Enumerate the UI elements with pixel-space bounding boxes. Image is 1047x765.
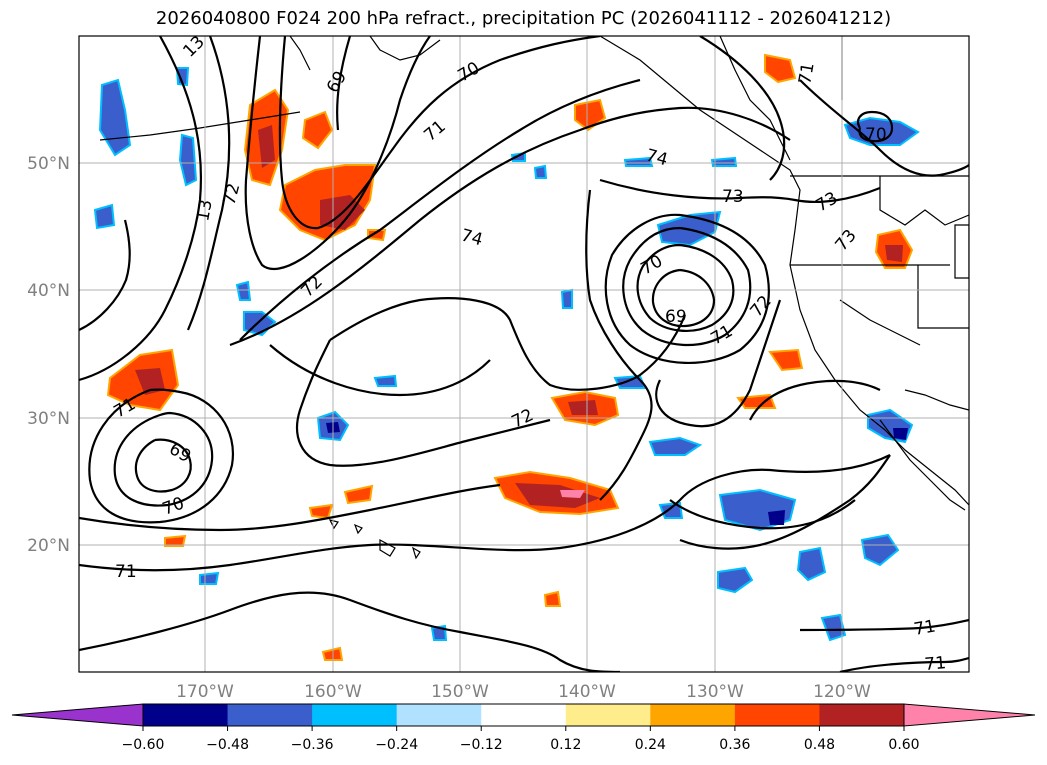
- colorbar-min-extend: [11, 703, 144, 727]
- lat-tick-label: 30°N: [27, 409, 70, 429]
- colorbar: −0.60 −0.48 −0.36 −0.24 −0.12 0.12 0.24 0.36 0.4…: [11, 703, 1036, 753]
- contour-label: 71: [115, 562, 137, 582]
- colorbar-max-extend: [903, 703, 1036, 727]
- coastlines: [99, 36, 969, 560]
- lon-tick-label: 130°W: [686, 682, 744, 702]
- contour-label: 72: [747, 292, 776, 321]
- lat-tick-label: 50°N: [27, 154, 70, 174]
- contour-label: 71: [924, 653, 947, 675]
- lat-tick-label: 20°N: [27, 536, 70, 556]
- colorbar-swatch: [565, 704, 651, 726]
- contour-label: 71: [912, 616, 937, 639]
- contour-label: 70: [865, 125, 887, 145]
- colorbar-swatch: [734, 704, 820, 726]
- lon-tick-label: 170°W: [176, 682, 234, 702]
- contour-label: 69: [665, 307, 687, 327]
- colorbar-tick-label: −0.36: [291, 737, 334, 753]
- colorbar-tick-label: −0.60: [122, 737, 165, 753]
- colorbar-tick-label: −0.24: [375, 737, 418, 753]
- contour-labels: 71 70 69 69 70 71 72 73 74 72 70 69 71 7…: [111, 36, 947, 675]
- colorbar-tick-label: 0.60: [888, 737, 919, 753]
- lon-tick-label: 120°W: [813, 682, 871, 702]
- colorbar-tick-label: −0.12: [460, 737, 503, 753]
- contour-label: 70: [638, 251, 667, 279]
- contour-label: 73: [832, 226, 861, 255]
- contour-label: 69: [323, 68, 351, 97]
- lon-tick-label: 150°W: [431, 682, 489, 702]
- contour-label: 73: [813, 188, 842, 216]
- colorbar-swatch: [143, 704, 229, 726]
- contour-label: 73: [722, 187, 744, 207]
- lon-tick-labels: 170°W 160°W 150°W 140°W 130°W 120°W: [176, 682, 871, 702]
- colorbar-tick-label: −0.48: [206, 737, 249, 753]
- contour-lines: [79, 36, 969, 672]
- colorbar-swatch: [650, 704, 736, 726]
- colorbar-tick-label: 0.24: [635, 737, 666, 753]
- map-title: 2026040800 F024 200 hPa refract., precip…: [155, 8, 892, 29]
- colorbar-swatch: [396, 704, 482, 726]
- colorbar-swatch: [481, 704, 567, 726]
- contour-label: 74: [459, 226, 485, 251]
- contour-label: 72: [220, 181, 245, 207]
- lon-tick-label: 140°W: [558, 682, 616, 702]
- contour-label: 71: [795, 61, 818, 86]
- colorbar-tick-label: 0.48: [804, 737, 835, 753]
- colorbar-swatch: [227, 704, 313, 726]
- colorbar-tick-label: 0.12: [550, 737, 581, 753]
- contour-label: 13: [193, 198, 216, 223]
- precip-negative-areas: [93, 67, 920, 642]
- colorbar-tick-label: 0.36: [719, 737, 750, 753]
- gridlines: [79, 36, 969, 672]
- map-area: 71 70 69 69 70 71 72 73 74 72 70 69 71 7…: [79, 36, 969, 675]
- contour-label: 71: [420, 117, 449, 146]
- map-frame: [78, 35, 970, 673]
- colorbar-frame: [142, 703, 905, 727]
- lat-tick-labels: 50°N 40°N 30°N 20°N: [27, 154, 70, 556]
- lon-tick-label: 160°W: [304, 682, 362, 702]
- colorbar-swatch: [819, 704, 905, 726]
- colorbar-swatch: [312, 704, 398, 726]
- contour-label: 70: [160, 494, 187, 520]
- lat-tick-label: 40°N: [27, 281, 70, 301]
